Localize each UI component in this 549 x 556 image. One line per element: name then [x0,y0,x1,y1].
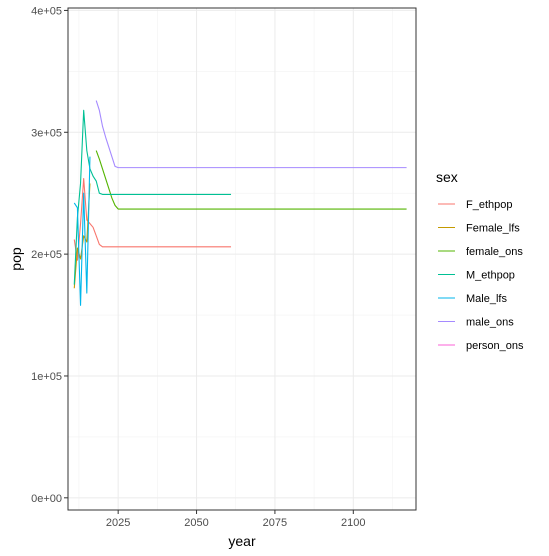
x-tick-label: 2075 [263,517,287,529]
legend-item: female_ons [438,246,523,258]
legend-label: M_ethpop [466,270,515,282]
legend-label: person_ons [466,340,524,352]
legend-item: F_ethpop [438,199,512,211]
series-line-female-ons [95,150,407,210]
x-tick-label: 2025 [106,517,130,529]
legend-item: Female_lfs [438,223,520,235]
legend: sex F_ethpop Female_lfs female_ons M_ethpop M… [436,169,524,352]
legend-label: F_ethpop [466,199,512,211]
y-tick-label: 4e+05 [31,5,62,17]
y-tick-label: 0e+00 [31,493,62,505]
plot-panel [68,8,416,510]
panel-background [68,8,416,510]
legend-item: Male_lfs [438,293,507,305]
x-axis-title: year [228,533,256,549]
series-line-male-ons [95,100,407,169]
grid-lines [68,8,416,510]
legend-item: person_ons [438,340,524,352]
y-tick-label: 3e+05 [31,127,62,139]
legend-item: male_ons [438,317,514,329]
legend-label: Male_lfs [466,293,507,305]
series-lines [73,100,407,306]
y-tick-label: 1e+05 [31,371,62,383]
axes: 2025 2050 2075 2100 0e+00 1e+05 2e+05 3e+05 4e+0… [8,5,417,549]
legend-title: sex [436,169,458,185]
series-line-male-lfs [73,156,91,306]
legend-item: M_ethpop [438,270,515,282]
y-tick-label: 2e+05 [31,249,62,261]
x-tick-label: 2050 [184,517,208,529]
panel-border [67,7,417,511]
series-line-f-ethpop [73,178,232,261]
legend-label: male_ons [466,317,514,329]
legend-label: Female_lfs [466,223,520,235]
y-axis-title: pop [8,247,24,271]
x-tick-label: 2100 [341,517,365,529]
legend-label: female_ons [466,246,523,258]
series-line-m-ethpop [73,109,232,285]
